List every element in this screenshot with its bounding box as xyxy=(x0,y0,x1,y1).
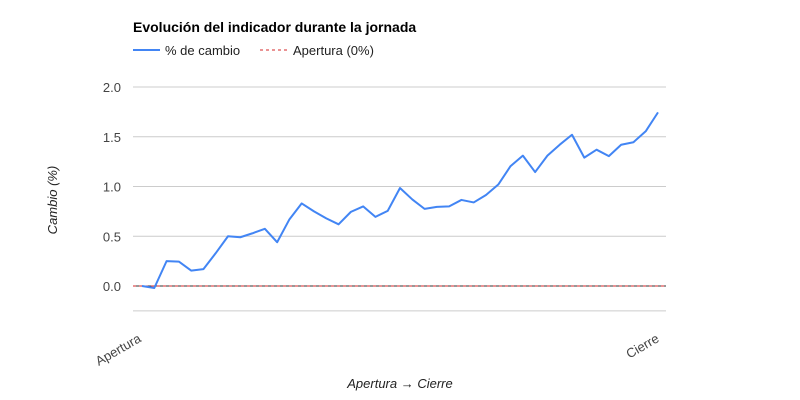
data-point xyxy=(387,210,389,212)
data-point xyxy=(632,141,634,143)
data-point xyxy=(288,218,290,220)
data-point xyxy=(239,236,241,238)
data-point xyxy=(301,202,303,204)
data-point xyxy=(473,201,475,203)
data-point xyxy=(362,205,364,207)
data-point xyxy=(350,211,352,213)
y-axis-title: Cambio (%) xyxy=(45,166,60,235)
data-point xyxy=(645,130,647,132)
chart-title: Evolución del indicador durante la jorna… xyxy=(133,19,416,35)
x-axis-title: Apertura → Cierre xyxy=(346,376,452,391)
data-point xyxy=(178,261,180,263)
data-point xyxy=(436,206,438,208)
data-point xyxy=(338,223,340,225)
data-point xyxy=(202,268,204,270)
legend-label-baseline: Apertura (0%) xyxy=(293,43,374,58)
legend: % de cambio Apertura (0%) xyxy=(133,43,374,58)
data-point xyxy=(313,210,315,212)
x-tick-label: Apertura xyxy=(93,330,144,368)
data-point xyxy=(657,111,659,113)
series-points xyxy=(141,111,659,289)
data-point xyxy=(399,187,401,189)
data-point xyxy=(448,205,450,207)
series-line xyxy=(141,111,659,289)
data-point xyxy=(227,235,229,237)
data-point xyxy=(497,184,499,186)
data-point xyxy=(141,285,143,287)
data-point xyxy=(620,144,622,146)
y-tick-label: 0.5 xyxy=(103,229,121,244)
data-point xyxy=(264,228,266,230)
data-point xyxy=(510,165,512,167)
gridlines xyxy=(133,86,666,312)
data-point xyxy=(424,208,426,210)
legend-label-series: % de cambio xyxy=(165,43,240,58)
y-tick-label: 0.0 xyxy=(103,279,121,294)
data-point xyxy=(534,171,536,173)
x-axis-ticks: Apertura Cierre xyxy=(93,330,662,368)
data-point xyxy=(460,199,462,201)
data-point xyxy=(153,287,155,289)
data-point xyxy=(190,270,192,272)
data-point xyxy=(559,144,561,146)
data-point xyxy=(608,155,610,157)
y-tick-label: 2.0 xyxy=(103,80,121,95)
data-point xyxy=(596,149,598,151)
data-point xyxy=(571,134,573,136)
data-point xyxy=(276,241,278,243)
data-point xyxy=(583,157,585,159)
data-point xyxy=(411,198,413,200)
data-point xyxy=(325,217,327,219)
data-point xyxy=(522,155,524,157)
data-point xyxy=(252,232,254,234)
y-tick-label: 1.5 xyxy=(103,130,121,145)
y-tick-label: 1.0 xyxy=(103,180,121,195)
data-point xyxy=(546,155,548,157)
data-point xyxy=(485,194,487,196)
y-axis-ticks: 0.0 0.5 1.0 1.5 2.0 xyxy=(103,80,121,294)
data-point xyxy=(166,260,168,262)
data-point xyxy=(374,216,376,218)
x-tick-label: Cierre xyxy=(623,331,661,362)
data-point xyxy=(215,252,217,254)
